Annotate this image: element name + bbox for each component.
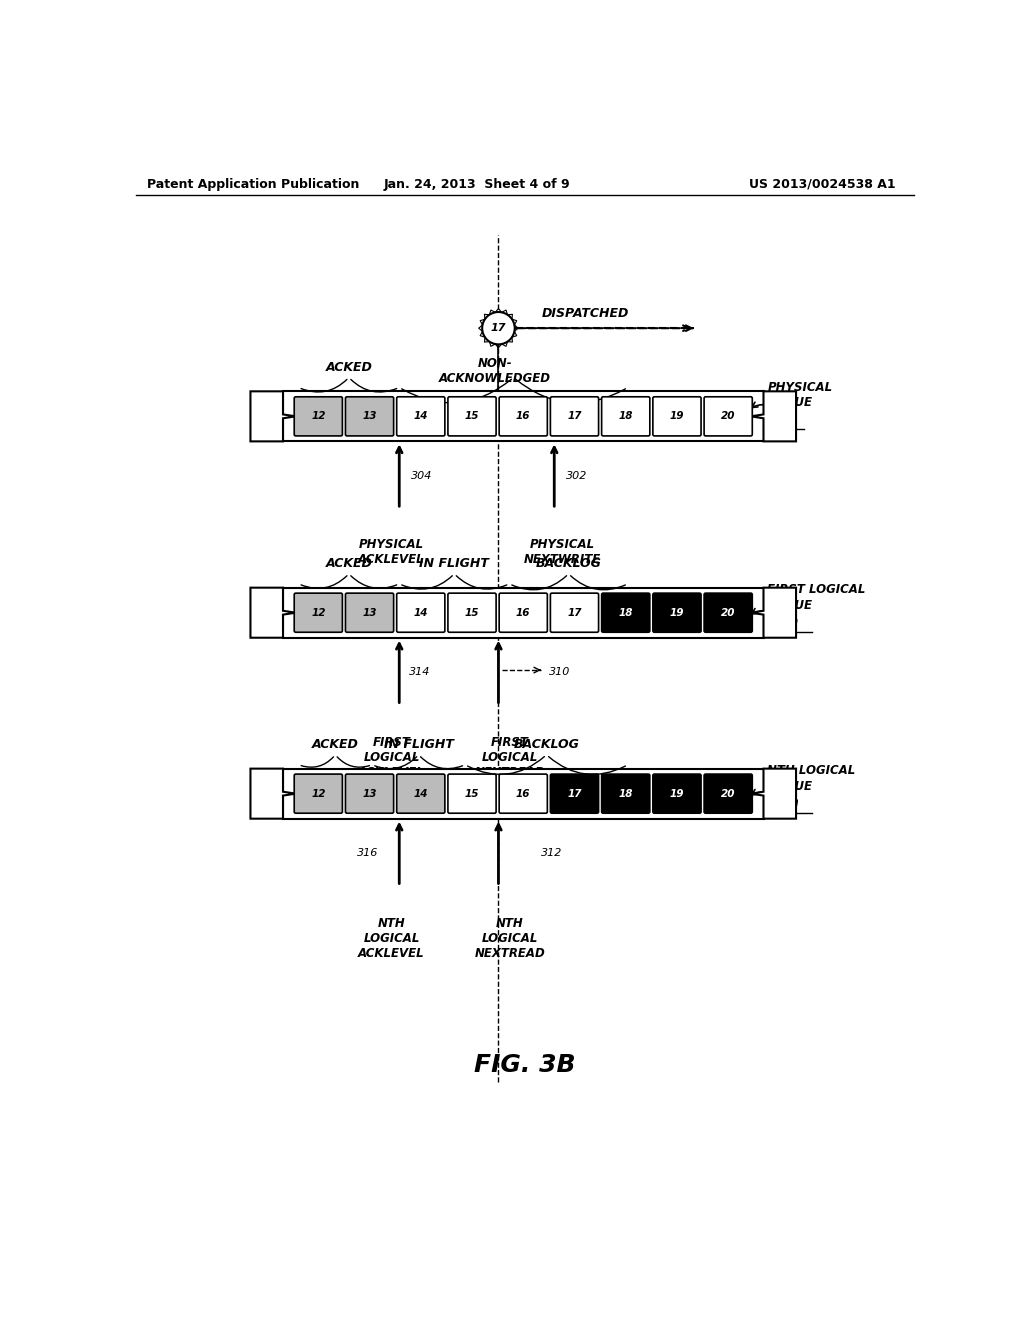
Text: 310: 310 (549, 667, 570, 677)
Text: 13: 13 (362, 607, 377, 618)
Text: 19: 19 (670, 607, 684, 618)
Polygon shape (751, 587, 796, 638)
FancyBboxPatch shape (345, 593, 393, 632)
Bar (283, 768, 764, 818)
Text: 17: 17 (567, 412, 582, 421)
Circle shape (482, 312, 515, 345)
FancyBboxPatch shape (447, 397, 496, 436)
FancyBboxPatch shape (499, 397, 548, 436)
Text: 14: 14 (414, 607, 428, 618)
Text: 208n: 208n (767, 796, 800, 809)
Text: FIRST LOGICAL
QUEUE: FIRST LOGICAL QUEUE (767, 583, 865, 611)
Text: 12: 12 (311, 607, 326, 618)
Text: PHYSICAL
QUEUE: PHYSICAL QUEUE (767, 380, 833, 409)
Text: 16: 16 (516, 607, 530, 618)
Text: 206: 206 (767, 413, 792, 426)
Text: 20: 20 (721, 412, 735, 421)
Text: 18: 18 (618, 412, 633, 421)
Text: PHYSICAL
ACKLEVEL: PHYSICAL ACKLEVEL (358, 537, 425, 566)
FancyBboxPatch shape (550, 774, 599, 813)
Text: 20: 20 (721, 788, 735, 799)
Polygon shape (751, 391, 796, 441)
Polygon shape (751, 768, 796, 818)
Text: 18: 18 (618, 788, 633, 799)
Text: 208a: 208a (767, 615, 800, 628)
Polygon shape (251, 587, 296, 638)
FancyBboxPatch shape (396, 593, 444, 632)
FancyBboxPatch shape (705, 774, 753, 813)
Text: 14: 14 (414, 788, 428, 799)
Text: 17: 17 (567, 788, 582, 799)
Text: 17: 17 (567, 607, 582, 618)
Text: Patent Application Publication: Patent Application Publication (147, 178, 359, 190)
Text: 16: 16 (516, 412, 530, 421)
Text: FIRST
LOGICAL
ACKLEVEL: FIRST LOGICAL ACKLEVEL (358, 737, 425, 779)
Text: IN FLIGHT: IN FLIGHT (420, 557, 489, 570)
Text: 16: 16 (516, 788, 530, 799)
FancyBboxPatch shape (447, 593, 496, 632)
FancyBboxPatch shape (499, 593, 548, 632)
Text: 18: 18 (618, 607, 633, 618)
Text: Jan. 24, 2013  Sheet 4 of 9: Jan. 24, 2013 Sheet 4 of 9 (383, 178, 570, 190)
Text: 314: 314 (409, 667, 430, 677)
Text: 13: 13 (362, 788, 377, 799)
Text: 316: 316 (356, 847, 378, 858)
Text: 15: 15 (465, 788, 479, 799)
FancyBboxPatch shape (705, 397, 753, 436)
Text: BACKLOG: BACKLOG (514, 738, 580, 751)
Text: NTH
LOGICAL
ACKLEVEL: NTH LOGICAL ACKLEVEL (358, 917, 425, 960)
Text: 304: 304 (411, 471, 432, 480)
Text: 302: 302 (566, 471, 587, 480)
Text: NON-
ACKNOWLEDGED: NON- ACKNOWLEDGED (438, 358, 551, 385)
Text: FIRST
LOGICAL
NEXTREAD: FIRST LOGICAL NEXTREAD (475, 737, 546, 779)
FancyBboxPatch shape (653, 397, 701, 436)
Text: 17: 17 (490, 323, 506, 333)
Polygon shape (251, 391, 296, 441)
FancyBboxPatch shape (447, 774, 496, 813)
Text: PHYSICAL
NEXTWRITE: PHYSICAL NEXTWRITE (523, 537, 601, 566)
Text: 14: 14 (414, 412, 428, 421)
Bar (283, 391, 764, 441)
Text: 15: 15 (465, 412, 479, 421)
Text: 15: 15 (465, 607, 479, 618)
Text: 19: 19 (670, 412, 684, 421)
FancyBboxPatch shape (396, 774, 444, 813)
Text: DISPATCHED: DISPATCHED (542, 308, 629, 321)
FancyBboxPatch shape (294, 774, 342, 813)
FancyBboxPatch shape (705, 593, 753, 632)
FancyBboxPatch shape (653, 593, 701, 632)
FancyBboxPatch shape (602, 397, 650, 436)
FancyBboxPatch shape (345, 774, 393, 813)
FancyBboxPatch shape (294, 593, 342, 632)
Text: US 2013/0024538 A1: US 2013/0024538 A1 (749, 178, 895, 190)
FancyBboxPatch shape (345, 397, 393, 436)
Text: 20: 20 (721, 607, 735, 618)
Text: 13: 13 (362, 412, 377, 421)
Text: NTH LOGICAL
QUEUE: NTH LOGICAL QUEUE (767, 764, 856, 792)
Text: BACKLOG: BACKLOG (536, 557, 601, 570)
Text: FIG. 3B: FIG. 3B (474, 1053, 575, 1077)
FancyBboxPatch shape (396, 397, 444, 436)
FancyBboxPatch shape (550, 397, 599, 436)
Text: IN FLIGHT: IN FLIGHT (384, 738, 454, 751)
Text: ACKED: ACKED (326, 360, 373, 374)
Bar (283, 587, 764, 638)
FancyBboxPatch shape (294, 397, 342, 436)
Text: ACKED: ACKED (312, 738, 358, 751)
FancyBboxPatch shape (550, 593, 599, 632)
Text: 312: 312 (541, 847, 562, 858)
FancyBboxPatch shape (499, 774, 548, 813)
Text: ACKED: ACKED (326, 557, 373, 570)
Text: NTH
LOGICAL
NEXTREAD: NTH LOGICAL NEXTREAD (475, 917, 546, 960)
Polygon shape (251, 768, 296, 818)
FancyBboxPatch shape (602, 593, 650, 632)
FancyBboxPatch shape (602, 774, 650, 813)
Text: 12: 12 (311, 788, 326, 799)
FancyBboxPatch shape (653, 774, 701, 813)
Text: 12: 12 (311, 412, 326, 421)
Text: 19: 19 (670, 788, 684, 799)
